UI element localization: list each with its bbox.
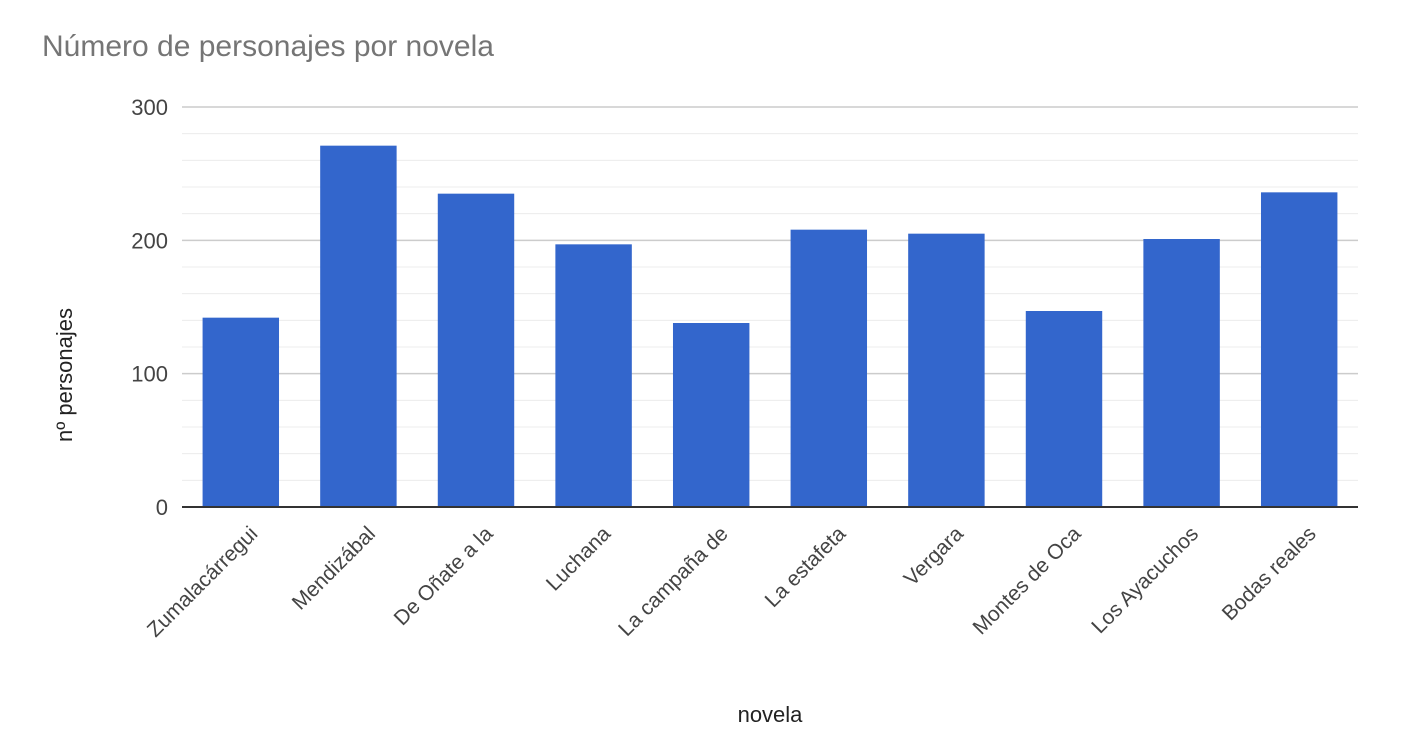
y-axis-ticks: 0 100 200 300 — [131, 95, 168, 520]
x-tick-label: De Oñate a la — [390, 522, 498, 630]
y-tick-label: 100 — [131, 362, 168, 387]
bar — [672, 323, 750, 507]
x-tick-label: La campaña de — [614, 522, 733, 641]
x-tick-label: Bodas reales — [1218, 522, 1321, 625]
bar — [1025, 311, 1103, 507]
bar — [202, 317, 280, 507]
x-tick-label: Los Ayacuchos — [1087, 522, 1203, 638]
y-tick-label: 300 — [131, 95, 168, 120]
x-tick-label: Zumalacárregui — [143, 522, 262, 641]
bar — [1143, 239, 1220, 507]
bars — [202, 145, 1338, 508]
x-tick-label: Vergara — [900, 522, 968, 590]
bar — [1260, 192, 1338, 508]
y-tick-label: 0 — [156, 495, 168, 520]
bar — [437, 193, 515, 507]
x-axis-tick-labels: Zumalacárregui Mendizábal De Oñate a la Luc… — [143, 522, 1321, 642]
bar — [555, 244, 632, 508]
bar — [320, 145, 397, 507]
x-tick-label: Luchana — [542, 522, 615, 595]
y-tick-label: 200 — [131, 228, 168, 253]
x-tick-label: Mendizábal — [288, 522, 380, 614]
bar — [790, 229, 868, 507]
chart-title: Número de personajes por novela — [42, 30, 494, 63]
y-axis-label: nº personajes — [52, 308, 77, 442]
x-axis-label: novela — [738, 702, 804, 727]
x-tick-label: Montes de Oca — [969, 522, 1086, 639]
x-tick-label: La estafeta — [761, 522, 851, 612]
bar — [908, 233, 985, 507]
